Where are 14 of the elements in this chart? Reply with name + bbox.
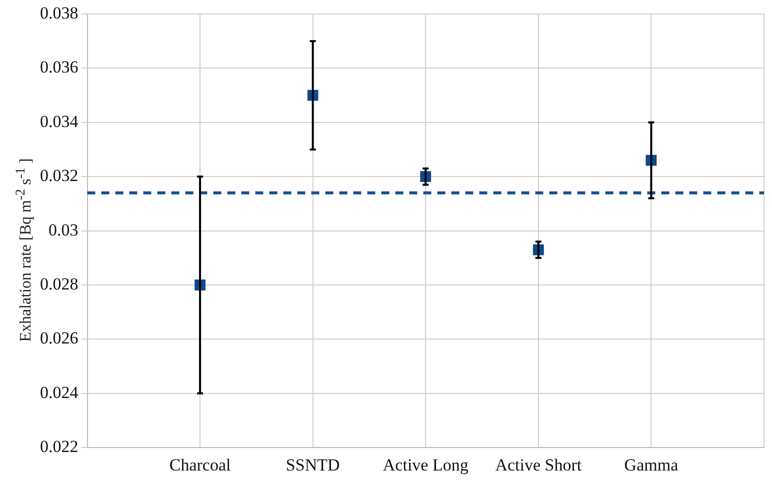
- y-tick-label: 0.026: [40, 328, 78, 348]
- y-tick-label: 0.038: [40, 3, 78, 22]
- x-tick-label: Active Long: [382, 455, 469, 474]
- y-tick-label: 0.032: [40, 166, 78, 186]
- y-tick-label: 0.028: [40, 274, 78, 294]
- x-tick-label: Charcoal: [169, 455, 231, 474]
- y-tick-label: 0.036: [40, 58, 78, 77]
- x-tick-label: SSNTD: [286, 455, 340, 474]
- y-tick-label: 0.03: [48, 220, 78, 240]
- x-tick-label: Active Short: [495, 455, 582, 474]
- y-tick-label: 0.022: [40, 437, 78, 456]
- y-tick-label: 0.034: [40, 112, 79, 131]
- y-tick-label: 0.024: [40, 382, 79, 402]
- x-tick-label: Gamma: [624, 455, 679, 474]
